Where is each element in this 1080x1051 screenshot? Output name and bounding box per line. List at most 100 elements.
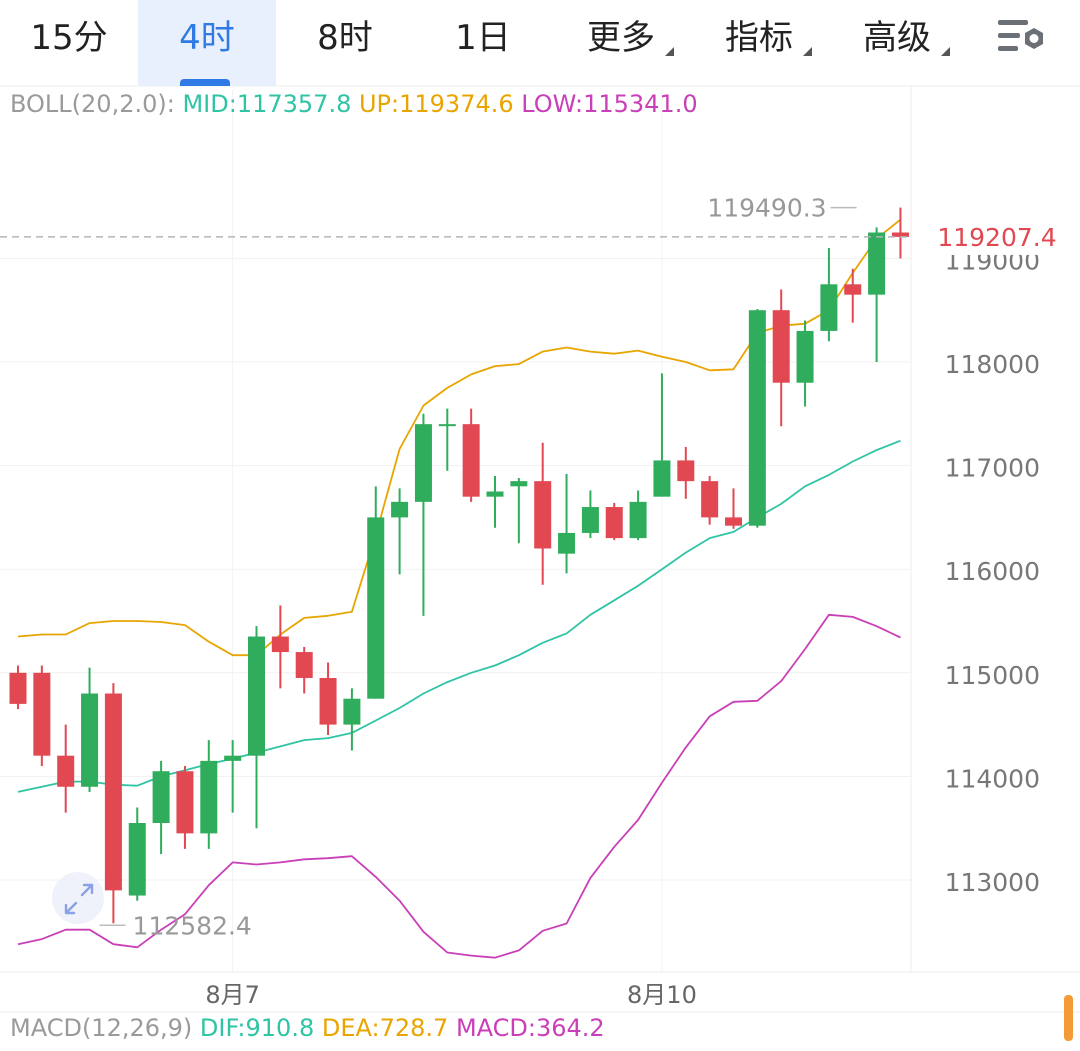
high-marker-label: 119490.3 [707,194,826,223]
candle [367,486,385,699]
dropdown-triangle-icon [665,47,674,56]
boll-legend-mid: MID:117357.8 [182,90,352,118]
expand-icon-bg [52,872,104,924]
candle-body [796,330,814,383]
tab-advanced[interactable]: 高级 [828,0,966,86]
period-tabs: 15分 4时 8时 1日 更多 指标 高级 [0,0,1080,86]
grid-lines [0,90,911,972]
candle-body [725,517,742,526]
boll-low-line [17,613,901,959]
expand-icon[interactable] [52,872,104,924]
candle [57,724,75,813]
chart-settings-icon[interactable] [996,14,1050,60]
candle-body [271,636,289,653]
candle [772,289,790,427]
boll-legend: BOLL(20,2.0): MID:117357.8 UP:119374.6 L… [10,90,698,118]
y-tick-label: 115000 [945,661,1040,690]
candle [796,320,814,407]
current-price-tag [914,218,1080,255]
candle-body [701,481,719,518]
candle [391,488,409,575]
candle [558,473,576,574]
tab-4h[interactable]: 4时 [138,0,276,86]
boll-mid-line [17,439,901,793]
tab-8h[interactable]: 8时 [276,0,414,86]
boll-legend-low: LOW:115341.0 [521,90,698,118]
candle-body [772,310,790,383]
tab-more[interactable]: 更多 [552,0,690,86]
candle-body [319,677,337,725]
candle [581,490,599,539]
x-axis: 8月7 8月10 [205,981,696,1009]
current-price-label: 119207.4 [937,223,1056,252]
dropdown-triangle-icon [803,47,812,56]
candle [748,309,766,528]
candle-body [891,232,909,237]
candle [725,488,742,529]
candle [33,665,51,767]
y-tick-label: 114000 [945,764,1040,793]
x-tick-label: 8月7 [205,981,260,1009]
macd-legend: MACD(12,26,9) DIF:910.8 DEA:728.7 MACD:3… [10,1014,605,1042]
boll-bands [17,218,902,959]
candle-body [677,460,695,482]
candle-body [558,532,576,554]
candle [891,207,909,259]
candles [9,207,909,924]
candle [200,740,218,849]
tab-15m[interactable]: 15分 [0,0,138,86]
tab-label: 1日 [455,18,511,58]
candle-body [462,424,480,497]
boll-legend-name: BOLL(20,2.0): [10,90,175,118]
candle-body [748,310,766,526]
candle [319,662,337,735]
candle [510,478,528,544]
candle-body [820,284,838,331]
candle-body [200,760,218,834]
tab-1d[interactable]: 1日 [414,0,552,86]
candle [414,413,432,616]
scroll-indicator[interactable] [1064,995,1073,1041]
candle [677,446,695,499]
candle-body [343,698,361,725]
tab-label: 8时 [317,18,373,58]
active-tab-indicator [180,79,230,86]
candle [128,807,146,901]
candle-body [414,424,432,502]
candle [104,683,122,924]
candle [534,442,552,585]
candle-body [152,771,170,824]
candle [438,408,456,471]
candle [653,373,671,497]
candle-body [534,481,552,549]
candle-body [391,501,409,518]
macd-legend-macd: MACD:364.2 [455,1014,605,1042]
candle [605,502,623,541]
x-tick-label: 8月10 [627,981,697,1009]
candle-body [581,507,599,533]
candle-body [629,501,647,539]
boll-up-line [17,218,902,657]
candle-body [128,823,146,896]
tab-indicators[interactable]: 指标 [690,0,828,86]
candle-body [295,652,313,678]
candle [820,248,838,342]
candle [868,227,886,362]
y-axis: 1130001140001150001160001170001180001190… [945,246,1040,897]
low-marker-label: 112582.4 [133,911,252,940]
candle-body [224,755,242,761]
y-tick-label: 117000 [945,454,1040,483]
candle [844,268,862,323]
candle [271,605,289,689]
macd-legend-dea: DEA:728.7 [321,1014,449,1042]
y-tick-label: 113000 [945,868,1040,897]
candle [343,688,361,751]
candle [152,760,170,855]
candle-body [367,517,385,699]
tab-label: 指标 [725,18,793,58]
candle-body [104,693,122,891]
candle [81,667,99,792]
tab-label: 高级 [863,18,931,58]
candle-body [9,672,27,704]
